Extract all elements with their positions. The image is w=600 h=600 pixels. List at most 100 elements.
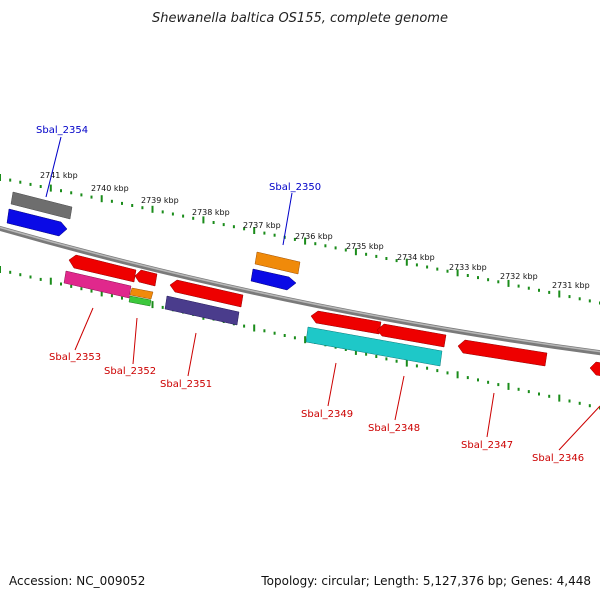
- ruler-major-tick: [0, 266, 1, 273]
- leader-line: [74, 307, 94, 351]
- ruler-minor-tick: [19, 273, 22, 277]
- ruler-minor-tick: [395, 259, 398, 263]
- ruler-minor-tick: [192, 216, 195, 220]
- ruler-minor-tick: [263, 231, 266, 235]
- leader-line: [486, 392, 495, 438]
- ruler-minor-tick: [568, 295, 571, 299]
- gene-arrow-sbal-2351[interactable]: [164, 295, 240, 326]
- ruler-minor-tick: [477, 276, 479, 280]
- ruler-minor-tick: [578, 401, 581, 405]
- gene-arrow-sbal-2352-green[interactable]: [128, 295, 152, 307]
- ruler-minor-tick: [90, 195, 93, 199]
- ruler-label: 2737 kbp: [243, 221, 281, 230]
- gene-label[interactable]: Sbal_2347: [461, 440, 513, 451]
- ruler-minor-tick: [212, 221, 215, 224]
- genome-backbone: [0, 225, 600, 356]
- ruler-label: 2734 kbp: [397, 253, 435, 262]
- ruler-minor-tick: [222, 223, 225, 227]
- ruler-minor-tick: [263, 329, 266, 333]
- ruler-minor-tick: [487, 380, 490, 384]
- ruler-major-tick: [100, 289, 103, 297]
- ruler-minor-tick: [548, 290, 551, 294]
- gene-arrow-sbal-2349[interactable]: [305, 326, 443, 367]
- ruler-labels: 2741 kbp 2740 kbp 2739 kbp 2738 kbp 2737…: [40, 171, 590, 290]
- gene-label[interactable]: Sbal_2354: [36, 125, 88, 136]
- ruler-minor-tick: [29, 182, 32, 186]
- gene-label[interactable]: Sbal_2346: [532, 453, 584, 464]
- ruler-minor-tick: [446, 371, 449, 375]
- ruler-minor-tick: [365, 252, 368, 256]
- ruler-minor-tick: [375, 355, 378, 358]
- ruler-minor-tick: [131, 204, 134, 207]
- gene-label[interactable]: Sbal_2349: [301, 409, 353, 420]
- gene-arrow-red-a[interactable]: [68, 254, 137, 283]
- ruler-minor-tick: [568, 399, 571, 403]
- ruler-minor-tick: [161, 210, 164, 214]
- ruler-minor-tick: [426, 265, 429, 269]
- ruler-minor-tick: [415, 263, 418, 267]
- ruler-minor-tick: [182, 214, 185, 218]
- leader-line: [45, 136, 62, 198]
- ruler-major-tick: [558, 394, 561, 402]
- ruler-minor-tick: [110, 199, 113, 203]
- gene-label[interactable]: Sbal_2350: [269, 182, 321, 193]
- genome-backbone-highlight: [0, 226, 600, 353]
- gene-labels: Sbal_2354 Sbal_2350 Sbal_2353 Sbal_2352 …: [36, 125, 584, 464]
- ruler-minor-tick: [477, 378, 479, 382]
- gene-arrow-sbal-2350-orange[interactable]: [254, 251, 301, 275]
- ruler-major-tick: [151, 301, 154, 309]
- ruler-label: 2739 kbp: [141, 196, 179, 205]
- gene-arrow-red-c[interactable]: [169, 279, 244, 308]
- gene-arrow-sbal-2354[interactable]: [6, 208, 68, 237]
- ruler-minor-tick: [161, 305, 164, 309]
- outer-ruler-track: [0, 174, 600, 305]
- ruler-minor-tick: [232, 225, 235, 229]
- gene-arrow-red-d[interactable]: [310, 310, 382, 335]
- ruler-minor-tick: [29, 275, 32, 279]
- ruler-major-tick: [253, 324, 256, 332]
- ruler-minor-tick: [578, 297, 581, 301]
- ruler-minor-tick: [588, 299, 591, 303]
- ruler-minor-tick: [60, 282, 62, 286]
- ruler-major-tick: [456, 269, 459, 277]
- ruler-major-tick: [558, 290, 561, 298]
- gene-features: [6, 191, 600, 376]
- gene-label[interactable]: Sbal_2351: [160, 379, 212, 390]
- gene-arrow-red-e[interactable]: [376, 323, 447, 348]
- ruler-minor-tick: [466, 376, 469, 380]
- gene-arrow-sbal-2354-gray[interactable]: [10, 191, 73, 220]
- gene-arrow-sbal-2347[interactable]: [457, 339, 548, 367]
- gene-arrow-sbal-2350[interactable]: [250, 268, 297, 291]
- gene-label[interactable]: Sbal_2352: [104, 366, 156, 377]
- gene-arrow-sbal-2352-orange[interactable]: [129, 287, 154, 300]
- ruler-label: 2731 kbp: [552, 281, 590, 290]
- ruler-minor-tick: [385, 357, 388, 361]
- ruler-minor-tick: [538, 392, 540, 396]
- ruler-label: 2736 kbp: [295, 232, 333, 241]
- ruler-major-tick: [507, 382, 510, 390]
- gene-label[interactable]: Sbal_2348: [368, 423, 420, 434]
- ruler-minor-tick: [517, 284, 520, 288]
- accession-text: Accession: NC_009052: [9, 574, 146, 588]
- gene-arrow-red-b[interactable]: [134, 269, 158, 287]
- ruler-minor-tick: [121, 296, 123, 300]
- ruler-minor-tick: [324, 244, 327, 248]
- ruler-major-tick: [405, 359, 408, 367]
- ruler-minor-tick: [446, 269, 449, 273]
- ruler-minor-tick: [395, 359, 398, 363]
- ruler-minor-tick: [497, 280, 500, 284]
- ruler-minor-tick: [80, 193, 83, 197]
- ruler-minor-tick: [39, 277, 42, 281]
- ruler-major-tick: [151, 205, 154, 213]
- ruler-minor-tick: [527, 390, 530, 394]
- gene-arrow-sbal-2353[interactable]: [63, 270, 132, 299]
- gene-arrow-sbal-2346[interactable]: [589, 361, 600, 376]
- ruler-minor-tick: [375, 254, 378, 258]
- ruler-minor-tick: [426, 366, 429, 370]
- ruler-minor-tick: [466, 274, 469, 277]
- gene-label[interactable]: Sbal_2353: [49, 352, 101, 363]
- ruler-minor-tick: [365, 352, 368, 356]
- leader-line: [282, 192, 293, 246]
- ruler-major-tick: [507, 279, 510, 287]
